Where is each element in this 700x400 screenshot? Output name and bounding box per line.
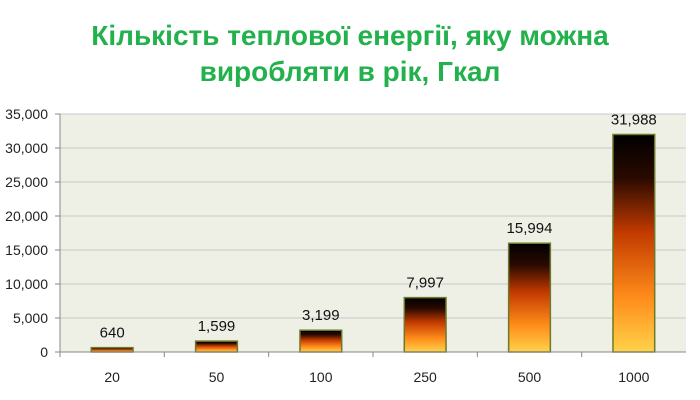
chart-title-line-2: виробляти в рік, Гкал	[199, 56, 501, 87]
bar-20	[90, 346, 134, 353]
data-label: 1,599	[198, 318, 236, 335]
y-tick-label: 0	[40, 344, 48, 360]
grid-lines	[60, 113, 686, 353]
y-tick-label: 25,000	[5, 174, 48, 190]
x-tick-label: 500	[518, 369, 542, 385]
data-label: 31,988	[611, 111, 657, 128]
y-tick-label: 15,000	[5, 242, 48, 258]
data-labels: 640 1,599 3,199 7,997 15,994 31,988	[100, 111, 657, 341]
data-label: 3,199	[302, 307, 340, 324]
x-tick-label: 250	[413, 369, 437, 385]
plot-area	[60, 114, 686, 352]
bar-1000	[612, 133, 656, 353]
x-tick-label: 20	[104, 369, 120, 385]
bar-500	[507, 242, 552, 353]
x-tick-label: 50	[209, 369, 225, 385]
data-label: 640	[100, 325, 125, 342]
data-label: 15,994	[507, 220, 553, 237]
y-tick-label: 35,000	[5, 106, 48, 122]
x-tick-label: 100	[309, 369, 333, 385]
chart-title: Кількість теплової енергії, яку можна ви…	[0, 18, 700, 90]
data-label: 7,997	[406, 275, 444, 292]
y-axis: 0 5,000 10,000 15,000 20,000 25,000 30,000 35,0…	[5, 106, 61, 360]
bar-250	[403, 296, 447, 353]
chart-title-line-1: Кількість теплової енергії, яку можна	[91, 20, 609, 51]
x-axis: 20 50 100 250 500 1000	[59, 351, 686, 385]
y-tick-label: 30,000	[5, 140, 48, 156]
y-tick-label: 20,000	[5, 208, 48, 224]
x-tick-label: 1000	[618, 369, 649, 385]
y-tick-label: 10,000	[5, 276, 48, 292]
bar-100	[299, 329, 343, 353]
bar-50	[194, 340, 239, 353]
y-tick-label: 5,000	[13, 310, 48, 326]
